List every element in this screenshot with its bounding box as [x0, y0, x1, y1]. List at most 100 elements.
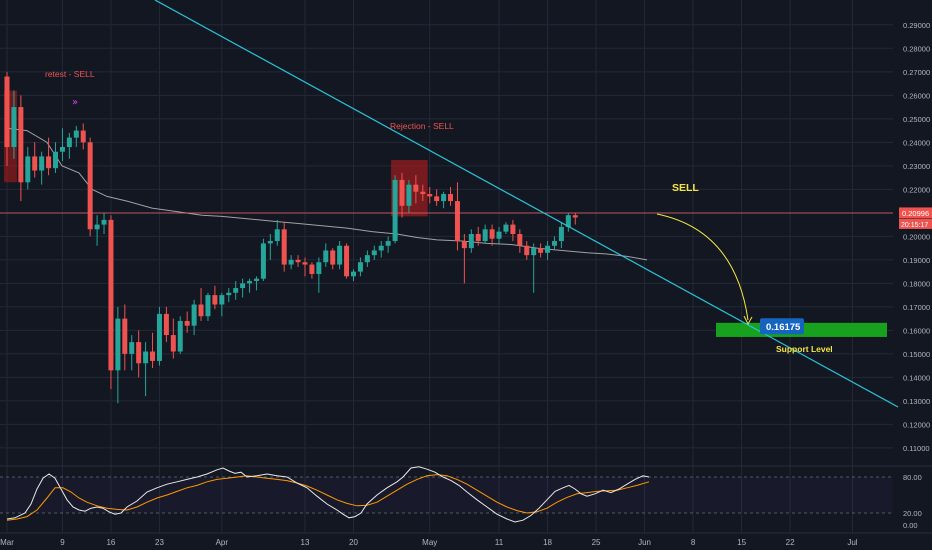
candle-body[interactable] — [427, 194, 433, 197]
candle-body[interactable] — [531, 248, 537, 256]
candle-body[interactable] — [39, 156, 45, 171]
candle-body[interactable] — [558, 226, 564, 242]
candle-body[interactable] — [18, 107, 24, 183]
candle-body[interactable] — [226, 292, 232, 296]
candle-body[interactable] — [177, 320, 183, 352]
candle-body[interactable] — [482, 229, 488, 242]
price-tick-label: 0.13000 — [903, 397, 930, 406]
candle-body[interactable] — [80, 130, 86, 143]
candle-body[interactable] — [136, 342, 142, 364]
candle-body[interactable] — [25, 156, 31, 183]
candle-body[interactable] — [413, 184, 419, 192]
candle-body[interactable] — [371, 250, 377, 256]
candle-body[interactable] — [385, 241, 391, 246]
candle-body[interactable] — [274, 229, 280, 242]
candle-body[interactable] — [337, 245, 343, 265]
candle-body[interactable] — [503, 224, 509, 232]
oscillator-fast-line[interactable] — [6, 466, 650, 523]
price-tick-label: 0.23000 — [903, 162, 930, 171]
candle-body[interactable] — [219, 295, 225, 305]
candle-body[interactable] — [364, 255, 370, 263]
candle-body[interactable] — [344, 245, 350, 277]
candle-body[interactable] — [565, 215, 571, 227]
sell-label[interactable]: SELL — [672, 182, 699, 194]
retest-sell-label[interactable]: retest - SELL — [45, 69, 95, 79]
candle-body[interactable] — [233, 288, 239, 293]
candle-body[interactable] — [212, 295, 218, 305]
candle-body[interactable] — [4, 76, 10, 148]
candle-body[interactable] — [260, 243, 266, 279]
candle-body[interactable] — [357, 262, 363, 272]
annotations-layer[interactable]: retest - SELL » Rejection - SELL SELL Su… — [45, 69, 833, 354]
candle-body[interactable] — [156, 313, 162, 361]
candle-body[interactable] — [420, 191, 426, 195]
candle-body[interactable] — [316, 262, 322, 274]
candle-body[interactable] — [378, 245, 384, 251]
candle-body[interactable] — [73, 130, 79, 138]
candle-body[interactable] — [489, 229, 495, 239]
candle-body[interactable] — [267, 241, 273, 244]
candle-body[interactable] — [191, 304, 197, 326]
candle-body[interactable] — [295, 259, 301, 263]
candle-body[interactable] — [87, 142, 93, 230]
descending-trendline[interactable] — [154, 0, 899, 408]
candle-body[interactable] — [524, 245, 530, 256]
candle-body[interactable] — [163, 313, 169, 336]
candle-body[interactable] — [53, 151, 59, 169]
support-level-label[interactable]: Support Level — [776, 344, 833, 354]
candle-body[interactable] — [510, 224, 516, 234]
candle-body[interactable] — [392, 179, 398, 242]
candle-body[interactable] — [406, 184, 412, 206]
oscillator-slow-line[interactable] — [6, 474, 650, 521]
candle-body[interactable] — [448, 194, 454, 202]
candle-body[interactable] — [150, 351, 156, 361]
candle-body[interactable] — [129, 342, 135, 354]
candle-body[interactable] — [309, 264, 315, 274]
candle-body[interactable] — [288, 259, 294, 265]
candle-body[interactable] — [46, 156, 52, 169]
candle-body[interactable] — [143, 351, 149, 364]
candle-body[interactable] — [434, 196, 440, 202]
candle-body[interactable] — [240, 283, 246, 289]
candle-body[interactable] — [330, 250, 336, 265]
candle-body[interactable] — [475, 234, 481, 242]
candle-body[interactable] — [545, 245, 551, 253]
candle-body[interactable] — [94, 224, 100, 230]
candle-body[interactable] — [302, 262, 308, 265]
candle-body[interactable] — [454, 201, 460, 242]
target-price-label[interactable]: 0.16175 — [766, 322, 801, 333]
candle-body[interactable] — [59, 147, 65, 152]
candle-body[interactable] — [468, 234, 474, 249]
candle-body[interactable] — [184, 320, 190, 326]
oscillator-pane[interactable] — [0, 465, 932, 523]
candle-body[interactable] — [247, 281, 253, 284]
candle-body[interactable] — [351, 271, 356, 277]
projection-arrow-path[interactable] — [656, 213, 749, 321]
candle-body[interactable] — [198, 304, 204, 317]
candle-body[interactable] — [496, 231, 502, 239]
candles-layer[interactable] — [4, 71, 578, 404]
candle-body[interactable] — [66, 137, 72, 148]
candle-body[interactable] — [461, 241, 467, 249]
candle-body[interactable] — [441, 194, 447, 202]
candle-body[interactable] — [108, 219, 114, 371]
candle-body[interactable] — [399, 179, 405, 206]
target-price-box[interactable] — [760, 318, 804, 335]
candle-body[interactable] — [551, 241, 557, 246]
candle-body[interactable] — [517, 234, 523, 246]
rejection-sell-label[interactable]: Rejection - SELL — [390, 121, 454, 131]
candle-body[interactable] — [115, 318, 121, 371]
candle-body[interactable] — [11, 107, 17, 148]
candle-body[interactable] — [170, 335, 176, 352]
candle-body[interactable] — [323, 250, 329, 263]
candle-body[interactable] — [32, 156, 38, 171]
candle-body[interactable] — [122, 318, 128, 354]
candle-body[interactable] — [281, 229, 287, 265]
candle-body[interactable] — [101, 219, 107, 225]
candle-body[interactable] — [253, 278, 259, 282]
drawing-lines-layer[interactable] — [0, 0, 899, 408]
candle-body[interactable] — [538, 248, 544, 253]
candle-body[interactable] — [205, 295, 211, 317]
candle-body[interactable] — [572, 215, 578, 218]
